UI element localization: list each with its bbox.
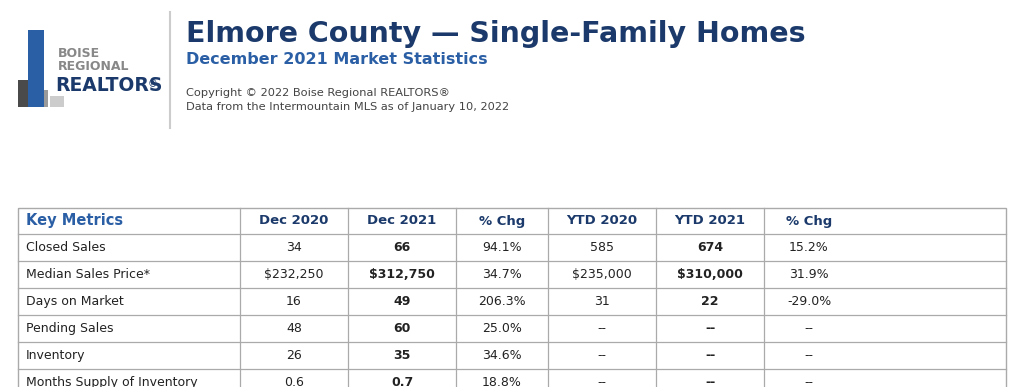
Text: Copyright © 2022 Boise Regional REALTORS®: Copyright © 2022 Boise Regional REALTORS…	[186, 88, 450, 98]
Text: YTD 2020: YTD 2020	[566, 214, 638, 228]
Text: 34.7%: 34.7%	[482, 268, 522, 281]
Text: $235,000: $235,000	[572, 268, 632, 281]
Text: REGIONAL: REGIONAL	[58, 60, 129, 73]
Polygon shape	[50, 96, 63, 107]
Text: $310,000: $310,000	[677, 268, 743, 281]
Text: 25.0%: 25.0%	[482, 322, 522, 335]
Text: 206.3%: 206.3%	[478, 295, 525, 308]
Text: $312,750: $312,750	[369, 268, 435, 281]
Text: December 2021 Market Statistics: December 2021 Market Statistics	[186, 52, 487, 67]
Text: --: --	[805, 349, 813, 362]
Bar	[18, 208, 1006, 387]
Text: Pending Sales: Pending Sales	[26, 322, 114, 335]
Text: YTD 2021: YTD 2021	[675, 214, 745, 228]
Bar	[18, 208, 1006, 387]
Text: % Chg: % Chg	[479, 214, 525, 228]
Text: 15.2%: 15.2%	[790, 241, 828, 254]
Text: 0.6: 0.6	[284, 376, 304, 387]
Text: 26: 26	[286, 349, 302, 362]
Text: --: --	[597, 322, 606, 335]
Text: 18.8%: 18.8%	[482, 376, 522, 387]
Text: 34.6%: 34.6%	[482, 349, 522, 362]
Text: 60: 60	[393, 322, 411, 335]
Text: --: --	[597, 376, 606, 387]
Text: 16: 16	[286, 295, 302, 308]
Text: % Chg: % Chg	[785, 214, 833, 228]
Text: 31.9%: 31.9%	[790, 268, 828, 281]
Text: --: --	[805, 322, 813, 335]
Text: 35: 35	[393, 349, 411, 362]
Text: 674: 674	[697, 241, 723, 254]
Text: --: --	[805, 376, 813, 387]
Text: Inventory: Inventory	[26, 349, 85, 362]
Text: Closed Sales: Closed Sales	[26, 241, 105, 254]
Text: Elmore County — Single-Family Homes: Elmore County — Single-Family Homes	[186, 20, 806, 48]
Polygon shape	[28, 30, 44, 107]
Text: 66: 66	[393, 241, 411, 254]
Text: $232,250: $232,250	[264, 268, 324, 281]
Polygon shape	[18, 80, 32, 107]
Text: --: --	[705, 376, 715, 387]
Text: Data from the Intermountain MLS as of January 10, 2022: Data from the Intermountain MLS as of Ja…	[186, 102, 509, 112]
Text: 31: 31	[594, 295, 610, 308]
Text: 0.7: 0.7	[391, 376, 413, 387]
Text: Key Metrics: Key Metrics	[26, 214, 123, 228]
Text: Months Supply of Inventory: Months Supply of Inventory	[26, 376, 198, 387]
Text: Dec 2021: Dec 2021	[368, 214, 436, 228]
Text: Median Sales Price*: Median Sales Price*	[26, 268, 150, 281]
Text: Dec 2020: Dec 2020	[259, 214, 329, 228]
Text: 94.1%: 94.1%	[482, 241, 522, 254]
Text: --: --	[705, 322, 715, 335]
Polygon shape	[34, 90, 48, 107]
Text: ®: ®	[148, 79, 158, 89]
Text: REALTORS: REALTORS	[55, 76, 163, 95]
Text: 22: 22	[701, 295, 719, 308]
Text: --: --	[705, 349, 715, 362]
Text: BOISE: BOISE	[58, 47, 100, 60]
Text: --: --	[597, 349, 606, 362]
Text: -29.0%: -29.0%	[786, 295, 831, 308]
Text: 49: 49	[393, 295, 411, 308]
Text: 585: 585	[590, 241, 614, 254]
Text: Days on Market: Days on Market	[26, 295, 124, 308]
Text: 34: 34	[286, 241, 302, 254]
Text: 48: 48	[286, 322, 302, 335]
